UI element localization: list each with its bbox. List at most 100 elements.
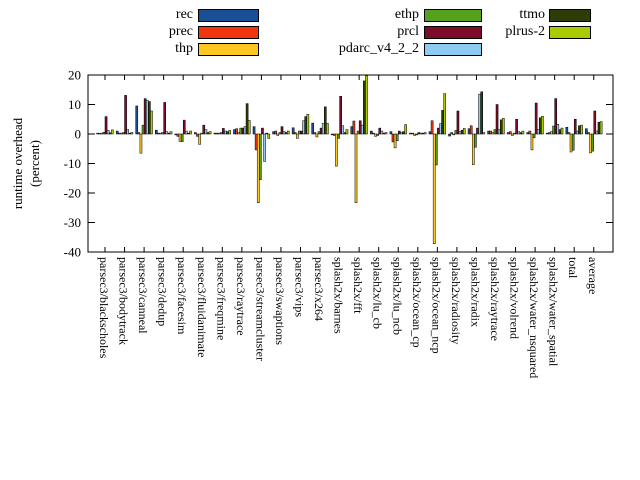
x-tick-label: total [566, 257, 580, 279]
bar-pdarc_v4_2_2 [536, 129, 540, 135]
bar-prcl [280, 126, 284, 135]
bar-plrus-2 [345, 129, 349, 135]
bar-plrus-2 [443, 93, 446, 135]
bar-prec [137, 132, 141, 135]
bar-ttmo [206, 132, 210, 135]
bar-pdarc_v4_2_2 [126, 129, 130, 135]
bar-plrus-2 [287, 130, 290, 135]
bar-prec [274, 130, 277, 135]
bar-ethp [454, 130, 458, 135]
bar-ethp [219, 132, 223, 135]
bar-prec [254, 133, 258, 151]
bar-rec [585, 128, 588, 135]
bar-pdarc_v4_2_2 [576, 130, 579, 135]
legend-swatch-rec [198, 9, 259, 22]
x-tick-label: parsec3/raytrace [234, 257, 248, 336]
bar-ttmo [363, 80, 366, 135]
x-tick-label: parsec3/facesim [175, 257, 189, 335]
x-tick-label: parsec3/dedup [156, 257, 170, 326]
x-tick-label: parsec3/swaptions [273, 257, 287, 345]
bar-prcl [319, 127, 323, 135]
bar-thp [472, 133, 475, 165]
bar-ttmo [519, 132, 523, 135]
bar-plrus-2 [111, 129, 114, 135]
bar-ethp [161, 132, 164, 135]
bar-plrus-2 [208, 131, 212, 135]
bar-thp [530, 133, 534, 151]
bar-thp [550, 131, 553, 135]
legend-label-prec: prec [168, 24, 193, 39]
bar-ttmo [265, 132, 268, 135]
bar-prcl [437, 127, 440, 135]
bar-prec [411, 132, 414, 135]
x-tick-label: splash2x/lu_ncb [390, 257, 404, 335]
bar-rec [233, 129, 236, 135]
bar-prcl [573, 119, 577, 135]
y-axis-title-line: runtime overhead [10, 117, 25, 209]
bar-pdarc_v4_2_2 [439, 123, 442, 135]
legend-swatch-prec [198, 26, 259, 39]
x-tick-label: parsec3/canneal [136, 257, 150, 334]
bar-plrus-2 [502, 118, 505, 135]
bar-prec [157, 132, 160, 135]
bar-pdarc_v4_2_2 [302, 120, 305, 135]
bar-rec [409, 132, 412, 135]
y-tick-label: -10 [64, 156, 81, 171]
x-tick-label: splash2x/volrend [508, 257, 522, 339]
bar-ttmo [597, 121, 601, 135]
bar-rec [174, 133, 178, 136]
bar-thp [589, 133, 592, 154]
bar-ttmo [245, 103, 249, 135]
bar-ttmo [108, 132, 112, 135]
y-tick-label: 10 [68, 97, 81, 112]
legend-swatch-prcl [424, 26, 482, 39]
bar-ttmo [421, 132, 425, 135]
legend-swatch-ttmo [549, 9, 591, 22]
x-tick-label: splash2x/barnes [332, 257, 346, 334]
bar-pdarc_v4_2_2 [517, 131, 521, 135]
bar-rec [115, 130, 119, 135]
bar-prec [528, 130, 532, 135]
bar-prec [391, 133, 395, 143]
bar-prec [450, 132, 453, 135]
bar-rec [487, 130, 490, 135]
bar-pdarc_v4_2_2 [106, 130, 110, 135]
bar-pdarc_v4_2_2 [165, 131, 169, 135]
bar-ethp [102, 131, 106, 135]
bar-prcl [261, 127, 264, 135]
bar-thp [374, 133, 377, 137]
x-tick-label: average [586, 257, 600, 294]
y-tick-label: 20 [68, 68, 81, 83]
bar-prec [118, 132, 121, 135]
bar-pdarc_v4_2_2 [380, 130, 384, 135]
bar-ethp [435, 133, 438, 166]
bar-prec [352, 120, 356, 135]
bar-ethp [571, 133, 575, 151]
legend-label-pdarc_v4_2_2: pdarc_v4_2_2 [338, 41, 419, 56]
bar-thp [296, 133, 299, 139]
bar-rec [350, 126, 354, 135]
bar-plrus-2 [541, 116, 544, 135]
bar-ethp [180, 133, 184, 142]
x-tick-label: splash2x/radix [468, 257, 482, 327]
bar-prcl [378, 127, 382, 135]
bar-rec [194, 132, 197, 135]
bar-rec [526, 132, 530, 135]
legend-swatch-plrus-2 [549, 26, 591, 39]
bar-plrus-2 [130, 132, 134, 135]
bar-plrus-2 [247, 120, 251, 135]
bar-ethp [259, 133, 262, 180]
bar-prec [489, 130, 493, 135]
bar-ttmo [148, 101, 151, 135]
bar-rec [448, 133, 451, 137]
bar-ethp [239, 127, 243, 135]
bar-thp [491, 132, 495, 135]
bar-ethp [395, 133, 399, 142]
bar-plrus-2 [580, 124, 583, 135]
x-tick-label: parsec3/streamcluster [253, 257, 267, 361]
bar-thp [335, 133, 338, 167]
bar-plrus-2 [560, 127, 564, 135]
bar-pdarc_v4_2_2 [478, 93, 481, 135]
bar-thp [256, 133, 260, 203]
